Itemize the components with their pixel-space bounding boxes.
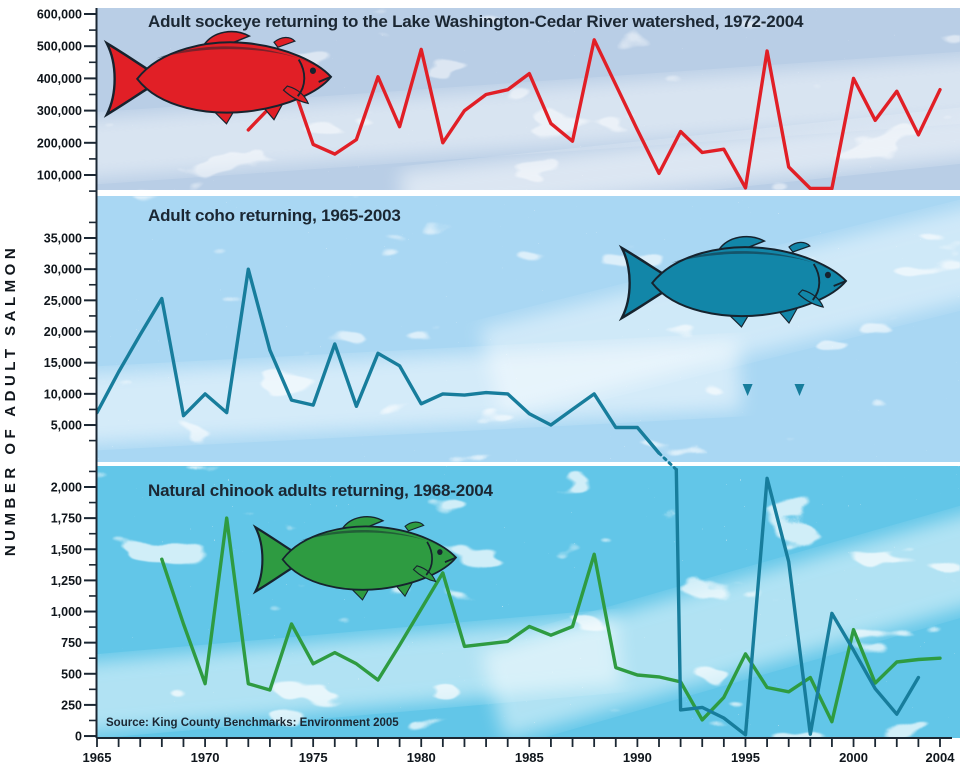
continuation-arrow-icon [794, 384, 805, 396]
coho-line-layer [97, 267, 661, 455]
sockeye-line [246, 38, 942, 190]
y-tick-label: 25,000 [44, 294, 82, 308]
panel-coho: Adult coho returning, 1965-2003 5,000 10,… [44, 196, 960, 462]
coho_continued_low_scale-line [674, 467, 921, 737]
x-tick-label: 1990 [623, 750, 652, 765]
x-tick-label: 1980 [407, 750, 436, 765]
y-tick-label: 20,000 [44, 325, 82, 339]
sockeye-line-layer [246, 38, 942, 190]
y-tick-label: 300,000 [37, 104, 82, 118]
panel-chinook: Natural chinook adults returning, 1968-2… [51, 466, 960, 744]
coho-y-axis-ticks: 5,000 10,000 15,000 20,000 25,000 30,000 35,00… [44, 221, 97, 442]
y-tick-label: 15,000 [44, 356, 82, 370]
y-tick-label: 500 [61, 667, 82, 681]
x-tick-label: 1995 [731, 750, 760, 765]
x-tick-label: 2004 [926, 750, 956, 765]
y-tick-label: 500,000 [37, 40, 82, 54]
y-tick-label: 1,000 [51, 605, 82, 619]
chinook-line [160, 516, 942, 724]
coho-continuation-arrows [742, 384, 805, 396]
water-texture [97, 466, 960, 738]
sockeye-y-axis-ticks: 100,000 200,000 300,000 400,000 500,000 600,0… [37, 8, 97, 192]
chinook-y-axis-ticks: 0 250 500 750 1,000 1,250 1,500 1,750 2,000 [51, 470, 97, 744]
y-tick-label: 30,000 [44, 263, 82, 277]
x-tick-label: 2000 [839, 750, 868, 765]
coho-dotted-connector [657, 451, 678, 472]
y-tick-label: 2,000 [51, 481, 82, 495]
panel-sockeye: Adult sockeye returning to the Lake Wash… [37, 8, 960, 192]
y-tick-label: 400,000 [37, 72, 82, 86]
y-tick-label: 100,000 [37, 169, 82, 183]
coho-line [97, 267, 661, 455]
water-texture [97, 196, 960, 462]
source-note: Source: King County Benchmarks: Environm… [106, 717, 399, 729]
x-axis-ticks: 1965 1970 1975 1980 1985 1990 1995 2000 2004 [83, 738, 956, 765]
y-tick-label: 1,750 [51, 512, 82, 526]
y-axis-title: NUMBER OF ADULT SALMON [2, 244, 19, 556]
chinook-panel-title: Natural chinook adults returning, 1968-2… [148, 481, 493, 500]
continuation-arrow-icon [742, 384, 753, 396]
coho-panel-title: Adult coho returning, 1965-2003 [148, 206, 401, 225]
y-tick-label: 200,000 [37, 136, 82, 150]
y-tick-label: 600,000 [37, 8, 82, 22]
y-tick-label: 1,500 [51, 543, 82, 557]
x-tick-label: 1965 [83, 750, 112, 765]
chinook-line-layer [160, 467, 942, 737]
x-tick-label: 1970 [191, 750, 220, 765]
x-tick-label: 1985 [515, 750, 544, 765]
y-tick-label: 1,250 [51, 574, 82, 588]
y-tick-label: 0 [75, 730, 82, 744]
y-tick-label: 10,000 [44, 387, 82, 401]
x-tick-label: 1975 [299, 750, 328, 765]
y-tick-label: 5,000 [51, 419, 82, 433]
y-tick-label: 35,000 [44, 232, 82, 246]
y-tick-label: 750 [61, 636, 82, 650]
y-tick-label: 250 [61, 698, 82, 712]
sockeye-panel-title: Adult sockeye returning to the Lake Wash… [148, 12, 804, 31]
